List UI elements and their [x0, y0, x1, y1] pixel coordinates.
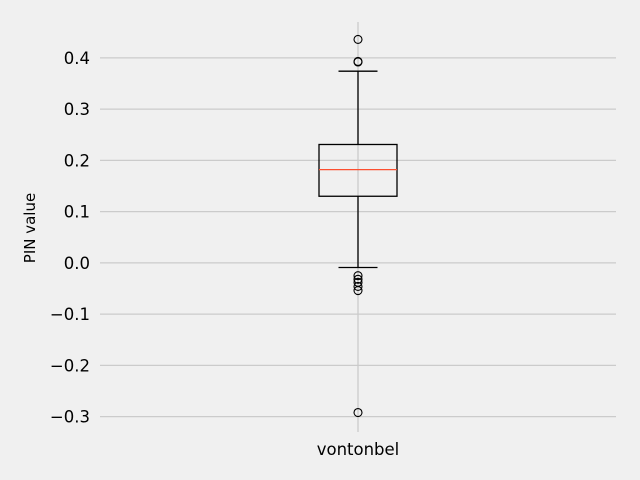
y-tick-label: 0.4 [64, 49, 90, 68]
y-tick-label: 0.1 [64, 203, 90, 222]
y-tick-label: −0.1 [50, 305, 90, 324]
y-axis-label: PIN value [21, 193, 39, 263]
outlier-point [353, 285, 363, 296]
y-tick-label: −0.2 [50, 356, 90, 375]
iqr-box [318, 143, 398, 197]
y-tick-label: 0.0 [64, 254, 90, 273]
x-tick-labels: vontonbel [317, 440, 400, 459]
y-tick-label: 0.3 [64, 100, 90, 119]
outlier-point [353, 407, 363, 418]
y-tick-labels: −0.3 −0.2 −0.1 0.0 0.1 0.2 0.3 0.4 [50, 49, 90, 427]
outlier-point [353, 274, 363, 284]
x-tick-label: vontonbel [317, 440, 400, 459]
box-elements [318, 70, 398, 269]
outlier-point [353, 281, 363, 292]
outlier-point [353, 271, 363, 281]
outlier-point [353, 57, 363, 67]
outlier-point [353, 34, 363, 44]
outlier-points [353, 34, 363, 418]
y-tick-label: −0.3 [50, 408, 90, 427]
y-tick-label: 0.2 [64, 151, 90, 170]
